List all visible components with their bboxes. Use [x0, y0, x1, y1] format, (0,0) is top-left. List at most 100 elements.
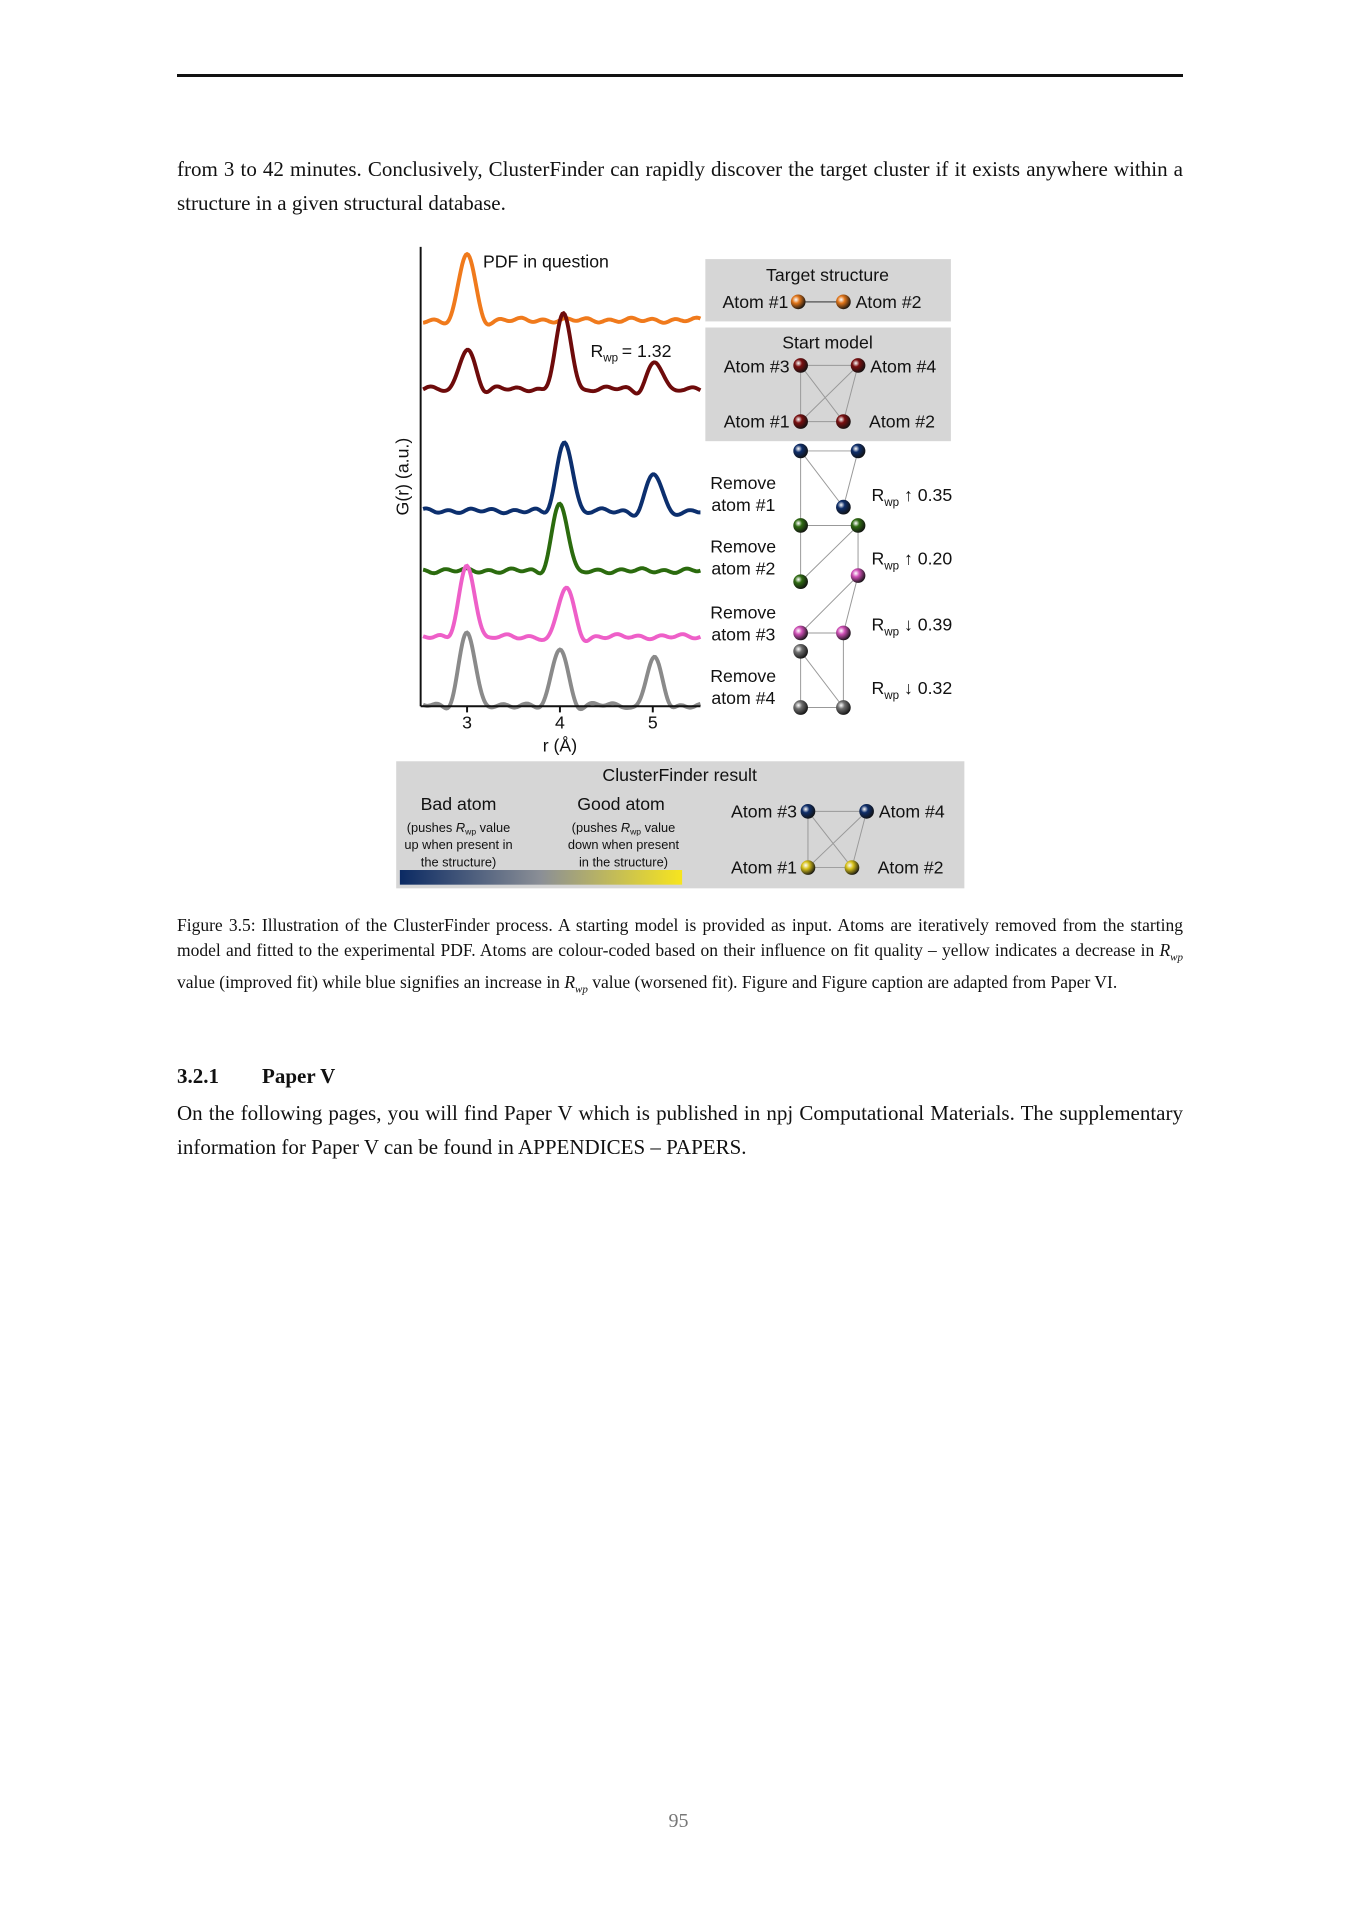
atom [850, 568, 866, 583]
atom-label: Atom #3 [731, 801, 797, 821]
atom [836, 499, 851, 515]
symbol: R [1159, 939, 1171, 960]
axes [419, 246, 701, 713]
legend-text: the structure) [421, 854, 496, 869]
curve-label: PDF in question [483, 252, 609, 272]
subscript: wp [602, 352, 618, 365]
subscript: wp [883, 559, 899, 572]
legend-title: Bad atom [421, 794, 497, 814]
atom [793, 574, 808, 589]
paragraph: On the following pages, you will find Pa… [177, 1101, 1183, 1159]
panel-title: Start model [782, 332, 873, 352]
page-number: 95 [668, 1810, 689, 1832]
text: value [476, 820, 510, 835]
subscript: wp [883, 689, 899, 702]
text: value (improved fit) while blue signifie… [177, 971, 565, 992]
atom [850, 518, 866, 533]
x-tick-label: 5 [648, 712, 658, 732]
pdf-curve [422, 630, 701, 712]
colorbar [399, 870, 683, 885]
legend-text: (pushes Rwp value [572, 820, 676, 836]
panel [705, 327, 951, 442]
atom [836, 625, 851, 641]
section-heading: 3.2.1 Paper V [177, 1064, 335, 1089]
atom [793, 625, 808, 641]
step-label: atom #2 [711, 558, 775, 578]
rwp-label: Rwp ↑ 0.20 [871, 549, 952, 573]
atom [859, 804, 874, 819]
value: ↓ 0.39 [904, 615, 952, 635]
x-axis-label: r (Å) [543, 735, 577, 755]
value: ↑ 0.20 [904, 549, 952, 569]
step-label: atom #3 [711, 624, 775, 644]
section-title: Paper V [262, 1064, 336, 1088]
atom-label: Atom #1 [731, 858, 797, 878]
atom-label: Atom #1 [724, 412, 790, 432]
legend-text: (pushes Rwp value [407, 820, 511, 836]
atom [790, 294, 806, 310]
symbol: R [621, 820, 630, 835]
rwp-label: Rwp ↓ 0.32 [871, 678, 952, 702]
symbol: R [590, 341, 603, 361]
atom-label: Atom #4 [870, 357, 936, 377]
paragraph: from 3 to 42 minutes. Conclusively, Clus… [177, 157, 1183, 215]
subscript: wp [883, 496, 899, 509]
step-label: atom #4 [711, 688, 775, 708]
atom-label: Atom #1 [722, 292, 788, 312]
atom [793, 700, 808, 715]
atom [793, 643, 808, 659]
x-tick-label: 3 [462, 712, 472, 732]
rwp-label: Rwp = 1.32 [590, 341, 671, 365]
symbol: R [564, 971, 576, 992]
atom-label: Atom #2 [878, 858, 944, 878]
text: (pushes [572, 820, 621, 835]
legend-text: up when present in [404, 837, 512, 852]
atom-label: Atom #2 [869, 412, 935, 432]
atom [836, 294, 851, 310]
atom [793, 518, 808, 533]
pdf-curve [422, 563, 702, 643]
pdf-curve [422, 440, 701, 518]
subscript: wp [1170, 951, 1183, 963]
text: Figure 3.5: Illustration of the ClusterF… [177, 915, 1183, 960]
subscript: wp [575, 983, 588, 995]
figure-caption: Figure 3.5: Illustration of the ClusterF… [177, 913, 1183, 1002]
rwp-label: Rwp ↑ 0.35 [871, 485, 952, 509]
legend-text: in the structure) [579, 854, 668, 869]
value: ↑ 0.35 [904, 485, 952, 505]
step-label: Remove [710, 536, 776, 556]
panel-title: Target structure [766, 265, 889, 285]
header-rule [177, 74, 1183, 77]
rwp-label: Rwp ↓ 0.39 [871, 615, 952, 639]
atom [850, 358, 866, 373]
value: = 1.32 [622, 341, 672, 361]
atom-label: Atom #3 [724, 357, 790, 377]
symbol: R [871, 678, 884, 698]
symbol: R [871, 549, 884, 569]
subscript: wp [629, 827, 641, 837]
atom [800, 860, 816, 875]
value: ↓ 0.32 [904, 678, 952, 698]
atom [844, 860, 860, 875]
atom [793, 414, 808, 429]
atom [793, 358, 808, 373]
atom [836, 700, 851, 715]
atom-label: Atom #4 [879, 801, 945, 821]
text: value [641, 820, 675, 835]
panel [705, 259, 951, 322]
step-label: atom #1 [711, 495, 775, 515]
pdf-curve [422, 310, 702, 396]
panel-title: ClusterFinder result [602, 765, 757, 785]
subscript: wp [883, 625, 899, 638]
symbol: R [456, 820, 465, 835]
text: (pushes [407, 820, 456, 835]
figure: G(r) (a.u.) 3 4 5 r (Å) PDF in question … [392, 246, 965, 889]
x-tick-label: 4 [555, 712, 565, 732]
atom [850, 443, 866, 459]
legend-text: down when present [568, 837, 680, 852]
atom [793, 443, 808, 459]
step-label: Remove [710, 602, 776, 622]
atom [836, 414, 851, 429]
